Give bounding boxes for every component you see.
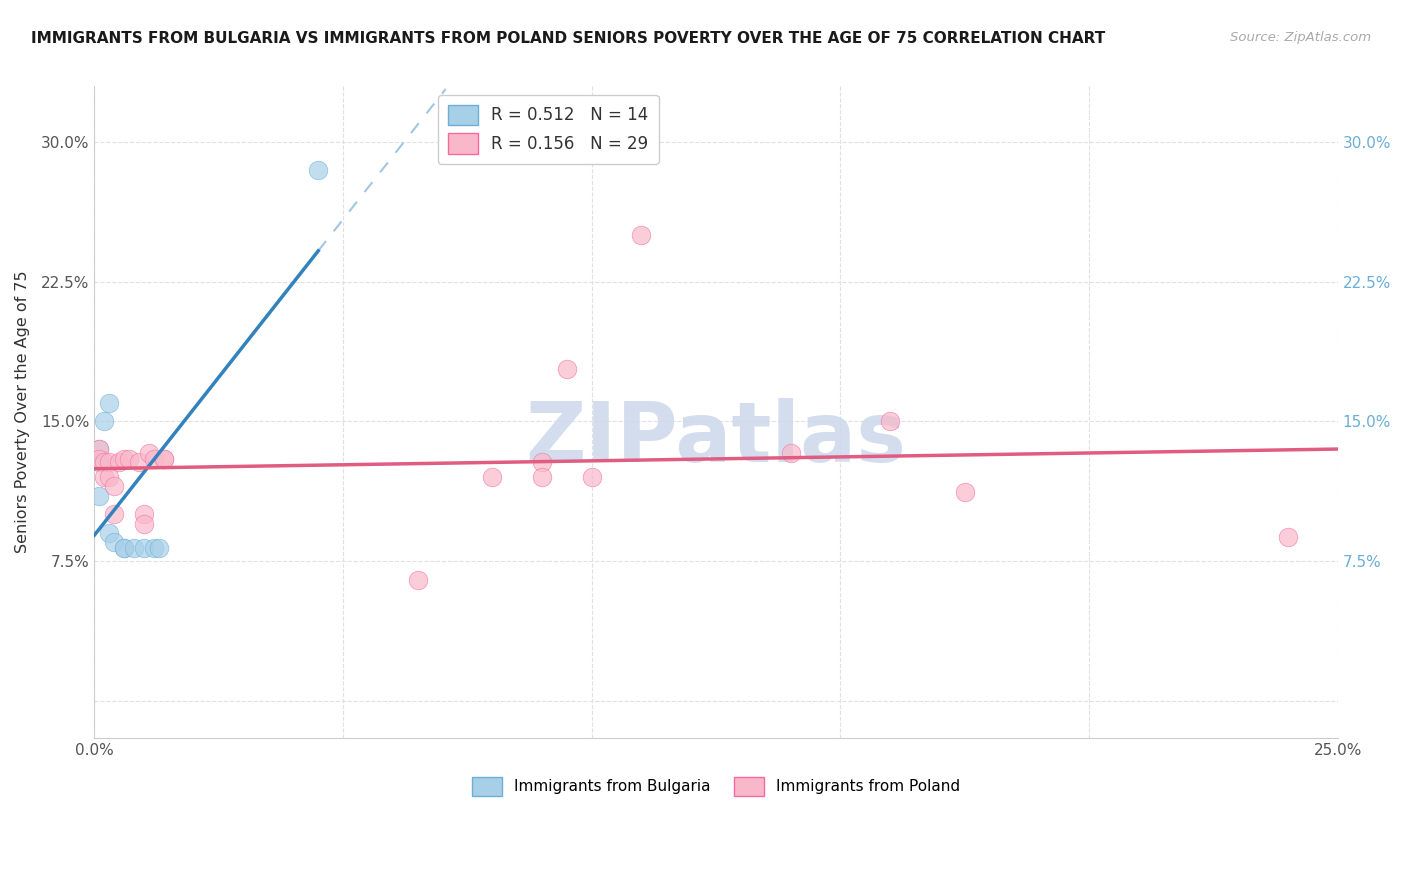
Point: [89, 451, 111, 466]
Point: [879, 414, 901, 428]
Point: [112, 451, 135, 466]
Point: [953, 485, 976, 500]
Text: ZIPatlas: ZIPatlas: [526, 398, 907, 479]
Point: [153, 451, 176, 466]
Point: [93, 455, 115, 469]
Point: [112, 541, 135, 555]
Point: [134, 508, 156, 522]
Point: [143, 451, 166, 466]
Point: [103, 479, 125, 493]
Point: [481, 470, 503, 484]
Point: [134, 516, 156, 531]
Legend: Immigrants from Bulgaria, Immigrants from Poland: Immigrants from Bulgaria, Immigrants fro…: [465, 771, 967, 802]
Point: [89, 442, 111, 457]
Point: [118, 451, 141, 466]
Point: [103, 508, 125, 522]
Point: [1277, 530, 1299, 544]
Point: [134, 541, 156, 555]
Point: [555, 362, 578, 376]
Point: [779, 446, 801, 460]
Point: [128, 455, 150, 469]
Point: [98, 526, 121, 541]
Point: [148, 541, 170, 555]
Point: [93, 470, 115, 484]
Point: [581, 470, 603, 484]
Point: [406, 573, 429, 587]
Point: [143, 541, 166, 555]
Point: [98, 455, 121, 469]
Text: IMMIGRANTS FROM BULGARIA VS IMMIGRANTS FROM POLAND SENIORS POVERTY OVER THE AGE : IMMIGRANTS FROM BULGARIA VS IMMIGRANTS F…: [31, 31, 1105, 46]
Point: [108, 455, 131, 469]
Point: [89, 442, 111, 457]
Point: [89, 489, 111, 503]
Point: [530, 455, 553, 469]
Point: [307, 163, 329, 178]
Point: [93, 414, 115, 428]
Point: [630, 228, 652, 243]
Y-axis label: Seniors Poverty Over the Age of 75: Seniors Poverty Over the Age of 75: [15, 271, 30, 553]
Point: [112, 541, 135, 555]
Point: [153, 451, 176, 466]
Point: [530, 470, 553, 484]
Point: [98, 470, 121, 484]
Point: [138, 446, 160, 460]
Point: [98, 396, 121, 410]
Point: [122, 541, 145, 555]
Point: [103, 535, 125, 549]
Text: Source: ZipAtlas.com: Source: ZipAtlas.com: [1230, 31, 1371, 45]
Point: [89, 455, 111, 469]
